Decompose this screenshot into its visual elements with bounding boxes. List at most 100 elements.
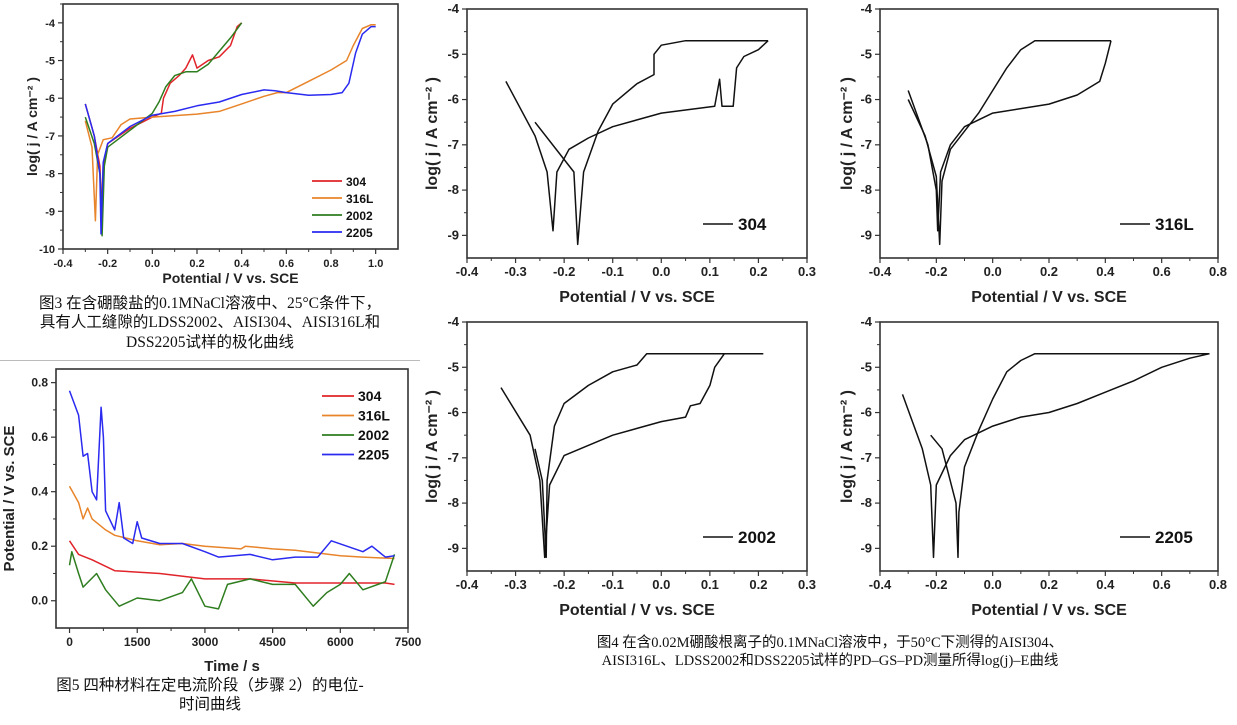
x-tick-label: 0.1	[701, 577, 719, 592]
x-tick-label: 0.0	[145, 258, 160, 270]
series-line-2002	[68, 550, 396, 610]
x-tick-label: 0.2	[189, 258, 204, 270]
y-tick-label: -4	[45, 18, 56, 30]
x-tick-label: 0.2	[1040, 577, 1058, 592]
x-tick-label: 0.0	[652, 264, 670, 279]
x-tick-label: 0	[66, 635, 73, 649]
series-line-316L	[68, 485, 395, 560]
legend-label: 304	[358, 388, 382, 404]
y-axis-label: log( j / A cm⁻² )	[424, 390, 441, 503]
y-tick-label: -8	[860, 182, 872, 197]
series-line-0	[907, 40, 1112, 232]
y-tick-label: -9	[447, 227, 459, 242]
y-tick-label: -8	[45, 169, 55, 181]
y-tick-label: -6	[447, 405, 459, 420]
x-tick-label: 0.4	[234, 258, 250, 270]
y-tick-label: -9	[860, 540, 872, 555]
figure-4-caption: 图4 在含0.02M硼酸根离子的0.1MNaCl溶液中，于50°C下测得的AIS…	[480, 634, 1180, 670]
x-tick-label: -0.2	[553, 264, 575, 279]
y-tick-label: -7	[860, 450, 872, 465]
y-axis-label: log( j / A cm⁻² )	[839, 390, 856, 503]
y-tick-label: -6	[447, 92, 459, 107]
x-tick-label: 7500	[395, 635, 422, 649]
legend-label: 2002	[738, 528, 776, 547]
x-tick-label: 0.3	[798, 264, 816, 279]
x-tick-label: 0.6	[279, 258, 294, 270]
y-tick-label: 0.2	[31, 539, 48, 553]
chart-4: -0.4 -0.3 -0.2 -0.1 0.0 0.1 0.2 0.3 -9 -8 -7 -6 -5 -4…	[424, 314, 816, 619]
y-tick-label: 0.0	[31, 594, 48, 608]
legend-label: 304	[738, 215, 767, 234]
series-line-0	[505, 40, 769, 232]
x-tick-label: 4500	[259, 635, 286, 649]
y-tick-label: -7	[447, 450, 459, 465]
chart-3: -0.4 -0.2 0.0 0.2 0.4 0.6 0.8 -9 -8 -7 -6 -5 -4 Poten…	[839, 1, 1227, 306]
figure-5-caption: 图5 四种材料在定电流阶段（步骤 2）的电位- 时间曲线	[0, 676, 420, 715]
x-tick-label: -0.3	[504, 577, 526, 592]
x-tick-label: -0.4	[869, 577, 892, 592]
y-tick-label: -10	[39, 244, 55, 256]
y-axis-label: log( j / A cm⁻² )	[24, 77, 40, 176]
x-tick-label: 0.8	[323, 258, 338, 270]
caption-line: 图3 在含硼酸盐的0.1MNaCl溶液中、25°C条件下，	[38, 295, 382, 312]
series-line-304	[68, 540, 395, 586]
x-tick-label: 0.4	[1096, 264, 1115, 279]
x-tick-label: 1.0	[368, 258, 383, 270]
x-tick-label: 0.8	[1209, 264, 1227, 279]
legend-label: 316L	[358, 408, 390, 424]
chart-1: 0 1500 3000 4500 6000 7500 0.0 0.2 0.4 0.6 0.8 Time…	[1, 368, 422, 675]
x-axis-label: Potential / V vs. SCE	[559, 289, 715, 306]
x-tick-label: 6000	[327, 635, 354, 649]
legend-label: 2002	[358, 427, 389, 443]
series-line-0	[901, 352, 1210, 559]
y-tick-label: -7	[45, 131, 55, 143]
y-tick-label: -4	[860, 314, 872, 329]
y-axis-label: log( j / A cm⁻² )	[839, 77, 856, 190]
caption-line: 图4 在含0.02M硼酸根离子的0.1MNaCl溶液中，于50°C下测得的AIS…	[596, 635, 1064, 651]
x-tick-label: 0.0	[652, 577, 670, 592]
series-line-0	[500, 353, 726, 559]
series-line-1	[907, 39, 1111, 246]
x-tick-label: 0.4	[1096, 577, 1115, 592]
y-tick-label: -5	[860, 359, 872, 374]
y-tick-label: -5	[447, 46, 459, 61]
caption-line: 具有人工缝隙的LDSS2002、AISI304、AISI316L和	[39, 314, 381, 332]
y-tick-label: -5	[860, 46, 872, 61]
x-tick-label: -0.4	[456, 264, 479, 279]
caption-line: AISI316L、LDSS2002和DSS2205试样的PD–GS–PD测量所得…	[601, 653, 1059, 670]
x-tick-label: -0.2	[925, 264, 947, 279]
y-tick-label: -6	[860, 92, 872, 107]
y-axis-label: Potential / V vs. SCE	[1, 426, 18, 572]
x-axis-label: Potential / V vs. SCE	[971, 602, 1127, 619]
legend-label: 2002	[346, 209, 373, 223]
series-line-1	[534, 352, 764, 559]
x-axis-label: Potential / V vs. SCE	[162, 270, 298, 286]
series-line-2205	[68, 390, 395, 561]
caption-line: DSS2205试样的极化曲线	[126, 333, 294, 351]
y-tick-label: -4	[860, 1, 872, 16]
chart-0: -0.4 -0.2 0.0 0.2 0.4 0.6 0.8 1.0 -10 -9 -8 -7 -6 -5 -…	[24, 3, 399, 286]
x-tick-label: 3000	[192, 635, 219, 649]
legend-label: 2205	[346, 226, 373, 240]
x-tick-label: -0.4	[456, 577, 479, 592]
series-line-1	[534, 39, 769, 246]
x-axis-label: Time / s	[204, 658, 260, 675]
y-tick-label: 0.8	[31, 376, 48, 390]
x-tick-label: 0.6	[1153, 264, 1171, 279]
y-tick-label: -8	[447, 182, 459, 197]
y-tick-label: -9	[860, 227, 872, 242]
x-tick-label: -0.4	[869, 264, 892, 279]
x-tick-label: 0.8	[1209, 577, 1227, 592]
plot-frame	[55, 368, 409, 629]
y-tick-label: -7	[447, 137, 459, 152]
plot-frame	[62, 3, 399, 250]
y-tick-label: -9	[45, 206, 55, 218]
y-tick-label: -4	[447, 314, 459, 329]
x-tick-label: -0.4	[54, 258, 74, 270]
x-tick-label: 0.3	[798, 577, 816, 592]
series-line-2205	[84, 25, 376, 235]
x-axis-label: Potential / V vs. SCE	[559, 602, 715, 619]
legend-label: 304	[346, 175, 366, 189]
caption-line: 图5 四种材料在定电流阶段（步骤 2）的电位-	[56, 677, 364, 694]
series-line-1	[930, 352, 1210, 559]
